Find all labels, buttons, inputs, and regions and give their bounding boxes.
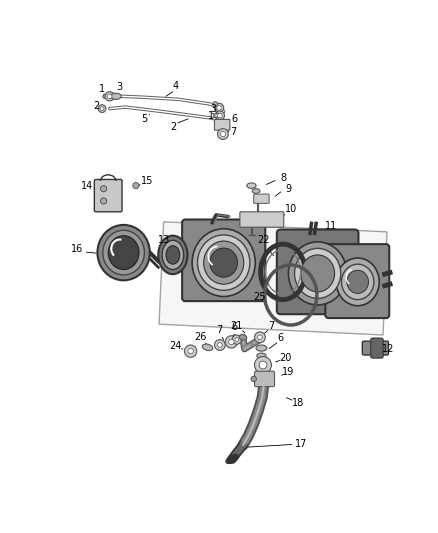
- Circle shape: [251, 376, 256, 382]
- Circle shape: [100, 185, 107, 192]
- Text: 20: 20: [279, 353, 292, 363]
- Ellipse shape: [204, 241, 244, 284]
- Circle shape: [100, 198, 107, 204]
- Circle shape: [107, 94, 112, 99]
- FancyBboxPatch shape: [371, 338, 383, 358]
- Circle shape: [258, 335, 262, 340]
- Ellipse shape: [247, 183, 256, 188]
- Circle shape: [98, 105, 106, 112]
- Ellipse shape: [239, 335, 247, 340]
- Text: 6: 6: [231, 322, 237, 332]
- FancyBboxPatch shape: [325, 244, 389, 318]
- Circle shape: [218, 113, 222, 118]
- FancyBboxPatch shape: [277, 230, 358, 314]
- FancyBboxPatch shape: [362, 341, 389, 355]
- Text: 11: 11: [325, 221, 338, 231]
- Circle shape: [184, 345, 197, 357]
- FancyBboxPatch shape: [94, 180, 122, 212]
- Circle shape: [218, 128, 228, 140]
- Text: 16: 16: [71, 244, 84, 254]
- Text: 24: 24: [169, 341, 181, 351]
- Ellipse shape: [103, 230, 145, 275]
- Text: 2: 2: [93, 101, 99, 111]
- Text: 2: 2: [170, 122, 176, 132]
- Ellipse shape: [214, 113, 221, 118]
- Ellipse shape: [97, 225, 150, 280]
- Ellipse shape: [288, 242, 347, 305]
- Text: 7: 7: [230, 127, 236, 137]
- Circle shape: [254, 357, 272, 374]
- Ellipse shape: [192, 229, 255, 296]
- Ellipse shape: [110, 93, 121, 99]
- Text: 6: 6: [231, 115, 237, 124]
- Circle shape: [213, 102, 218, 106]
- Ellipse shape: [108, 236, 139, 270]
- Ellipse shape: [257, 353, 266, 359]
- Text: 5: 5: [141, 115, 148, 124]
- Text: 3: 3: [116, 82, 122, 92]
- Text: 7: 7: [216, 325, 222, 335]
- Circle shape: [218, 343, 222, 348]
- Text: 1: 1: [99, 84, 105, 94]
- Circle shape: [215, 111, 224, 120]
- Circle shape: [103, 94, 107, 99]
- FancyBboxPatch shape: [215, 119, 230, 130]
- Ellipse shape: [210, 248, 237, 277]
- Text: 26: 26: [194, 332, 207, 342]
- Text: 18: 18: [292, 398, 304, 408]
- Text: 10: 10: [285, 204, 297, 214]
- Ellipse shape: [202, 344, 213, 351]
- FancyBboxPatch shape: [182, 220, 265, 301]
- Text: 12: 12: [382, 344, 395, 354]
- Circle shape: [229, 339, 234, 345]
- Text: 1: 1: [208, 111, 215, 122]
- Circle shape: [254, 332, 265, 343]
- Ellipse shape: [252, 189, 260, 193]
- Ellipse shape: [226, 455, 238, 464]
- Circle shape: [105, 92, 114, 101]
- Text: 3: 3: [210, 103, 216, 114]
- Text: 17: 17: [294, 439, 307, 449]
- Ellipse shape: [256, 345, 267, 351]
- Ellipse shape: [336, 258, 379, 306]
- Circle shape: [215, 340, 225, 350]
- FancyBboxPatch shape: [254, 371, 275, 386]
- Circle shape: [220, 131, 226, 137]
- Text: 22: 22: [258, 235, 270, 245]
- Ellipse shape: [158, 236, 187, 274]
- Circle shape: [259, 361, 267, 369]
- Circle shape: [133, 182, 139, 189]
- Circle shape: [188, 349, 193, 354]
- Circle shape: [232, 335, 241, 344]
- Text: 9: 9: [285, 184, 291, 193]
- Text: 13: 13: [158, 235, 170, 245]
- Ellipse shape: [342, 264, 374, 300]
- Ellipse shape: [198, 235, 250, 290]
- Text: 15: 15: [141, 176, 153, 186]
- Text: 7: 7: [268, 321, 275, 331]
- Text: 6: 6: [278, 333, 284, 343]
- Circle shape: [100, 107, 104, 110]
- Text: 25: 25: [254, 292, 266, 302]
- FancyBboxPatch shape: [240, 212, 284, 227]
- Ellipse shape: [294, 248, 341, 298]
- Text: 4: 4: [172, 80, 178, 91]
- Text: 8: 8: [280, 173, 286, 183]
- Ellipse shape: [347, 270, 368, 294]
- Polygon shape: [159, 222, 387, 335]
- Circle shape: [215, 103, 224, 112]
- FancyBboxPatch shape: [254, 194, 269, 203]
- Circle shape: [225, 336, 237, 348]
- Ellipse shape: [301, 255, 335, 292]
- Text: 21: 21: [231, 321, 243, 331]
- Ellipse shape: [166, 246, 180, 264]
- Text: 14: 14: [81, 181, 93, 191]
- Text: 19: 19: [282, 367, 294, 377]
- Circle shape: [235, 338, 239, 342]
- Circle shape: [217, 106, 221, 110]
- Ellipse shape: [162, 240, 184, 270]
- Circle shape: [259, 361, 267, 369]
